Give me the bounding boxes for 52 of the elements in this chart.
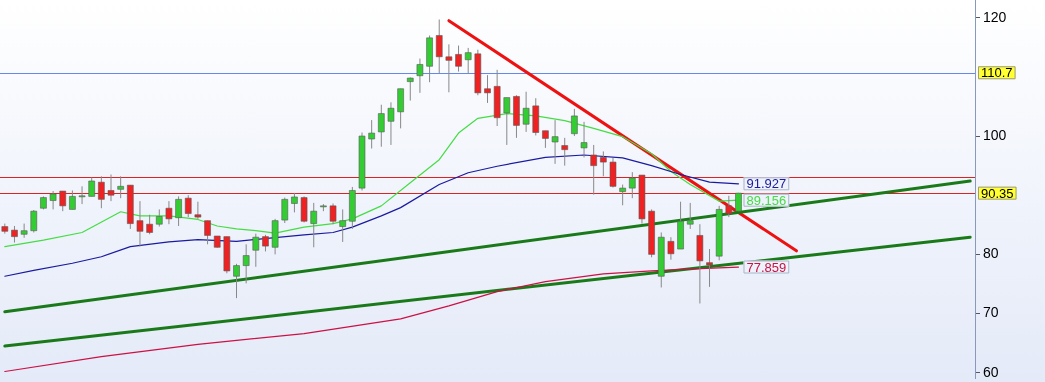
y-tick-label: 80 [983, 245, 999, 262]
candlestick [146, 214, 154, 235]
candlestick [290, 192, 298, 213]
candlestick [368, 119, 376, 149]
candlestick [97, 175, 105, 209]
candlestick [49, 190, 57, 210]
candlestick [619, 184, 627, 206]
candlestick [78, 185, 86, 205]
candlestick [455, 45, 463, 73]
candlestick [117, 175, 125, 199]
candlestick [233, 263, 240, 299]
candlestick [725, 195, 733, 218]
candlestick [281, 197, 289, 224]
candlestick [300, 195, 308, 223]
candlestick [242, 243, 250, 284]
candlestick [599, 150, 607, 177]
candlestick [667, 236, 675, 261]
candlestick [580, 121, 588, 158]
candlestick [136, 200, 144, 248]
candlestick [184, 194, 192, 218]
candlestick [628, 171, 636, 199]
y-tick-label: 60 [983, 363, 999, 380]
data-label: 89.156 [746, 192, 787, 208]
candlestick [551, 119, 559, 165]
ref-line-label: 90.35 [981, 185, 1014, 201]
candlestick [252, 233, 260, 268]
y-tick-label: 100 [983, 126, 1007, 143]
candlestick [464, 47, 472, 75]
ref-line-label: 110.7 [981, 65, 1013, 81]
candlestick [329, 202, 337, 225]
candlestick [406, 76, 414, 102]
candlestick [503, 97, 511, 146]
candlestick [30, 209, 38, 233]
candlestick [377, 104, 385, 148]
candlestick [165, 200, 173, 225]
candlestick [435, 19, 443, 75]
y-tick-label: 120 [983, 8, 1007, 25]
data-label: 77.859 [746, 259, 787, 275]
candlestick [387, 101, 395, 146]
candlestick [570, 108, 578, 137]
candlestick [397, 88, 405, 129]
candlestick [416, 58, 424, 94]
candlestick [175, 195, 183, 227]
candlestick [107, 174, 115, 202]
candlestick [561, 137, 569, 167]
data-label: 91.927 [746, 176, 787, 192]
y-tick-label: 70 [983, 304, 999, 321]
candlestick [310, 202, 318, 248]
candlestick [59, 190, 67, 212]
candlestick [522, 91, 530, 133]
candlestick [339, 208, 347, 243]
candlestick [590, 144, 598, 196]
